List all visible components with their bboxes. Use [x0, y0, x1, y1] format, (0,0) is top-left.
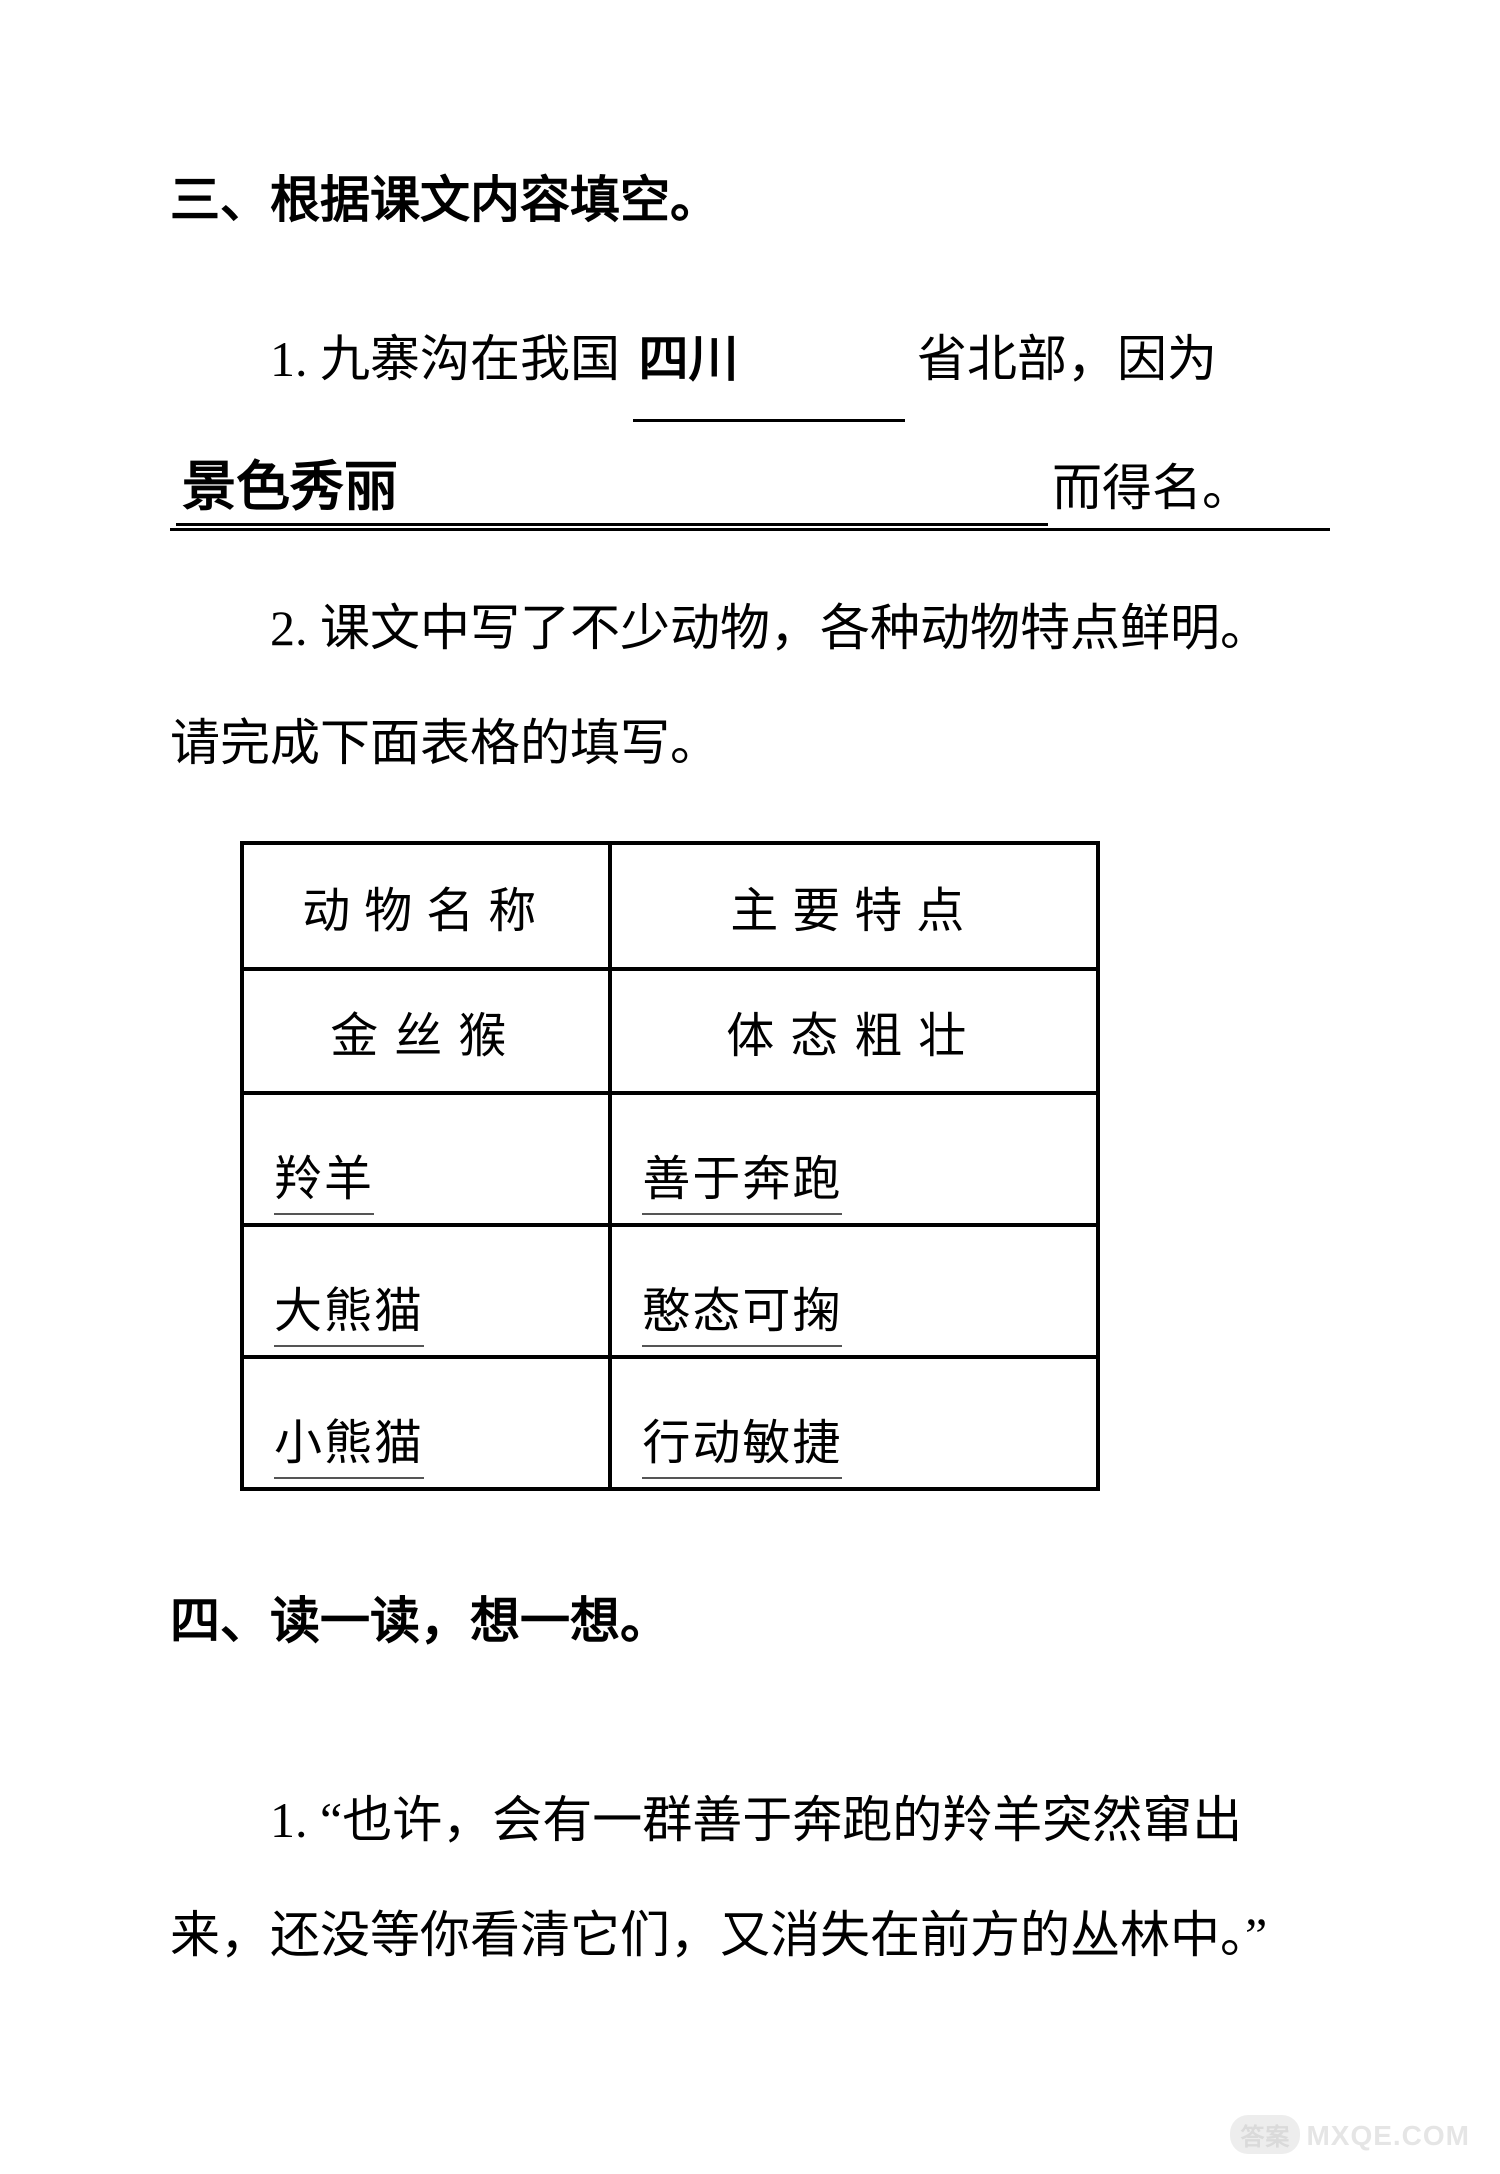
- q3-1-suffix: 而得名。: [1052, 448, 1252, 520]
- table-row: 小熊猫 行动敏捷: [242, 1357, 1098, 1489]
- q3-2-line2: 请完成下面表格的填写。: [170, 686, 1330, 801]
- section-3-heading: 三、根据课文内容填空。: [170, 160, 1330, 232]
- cell-feat-2[interactable]: 憨态可掬: [642, 1271, 842, 1347]
- watermark: 答案MXQE.COM: [1230, 2115, 1470, 2154]
- cell-name-3[interactable]: 小熊猫: [274, 1403, 424, 1479]
- q3-1-blank-reason[interactable]: 景色秀丽: [176, 442, 1048, 526]
- cell-feat-1[interactable]: 善于奔跑: [642, 1139, 842, 1215]
- q3-1-prefix: 1. 九寨沟在我国: [270, 331, 620, 387]
- section-4-heading: 四、读一读，想一想。: [170, 1581, 1330, 1653]
- q4-1-line2: 来，还没等你看清它们，又消失在前方的丛林中。”: [170, 1878, 1330, 1993]
- cell-feat-0: 体态粗壮: [642, 996, 1066, 1066]
- q3-1-mid: 省北部，因为: [917, 331, 1217, 387]
- q3-2-line1: 2. 课文中写了不少动物，各种动物特点鲜明。: [270, 571, 1330, 686]
- table-header-name: 动物名称: [242, 843, 610, 969]
- cell-name-2[interactable]: 大熊猫: [274, 1271, 424, 1347]
- table-header-feat: 主要特点: [610, 843, 1098, 969]
- table-row: 大熊猫 憨态可掬: [242, 1225, 1098, 1357]
- cell-name-1[interactable]: 羚羊: [274, 1139, 374, 1215]
- table-header-row: 动物名称 主要特点: [242, 843, 1098, 969]
- q3-1-blank-province[interactable]: 四川: [633, 302, 905, 422]
- q4-1-line1: 1. “也许，会有一群善于奔跑的羚羊突然窜出: [270, 1763, 1330, 1878]
- watermark-en: MXQE.COM: [1306, 2120, 1470, 2151]
- cell-name-0: 金丝猴: [274, 996, 578, 1066]
- table-row: 金丝猴 体态粗壮: [242, 969, 1098, 1093]
- q3-1-line1: 1. 九寨沟在我国 四川 省北部，因为: [270, 302, 1330, 422]
- worksheet-page: 三、根据课文内容填空。 1. 九寨沟在我国 四川 省北部，因为 景色秀丽 而得名…: [0, 0, 1500, 2174]
- animal-table: 动物名称 主要特点 金丝猴 体态粗壮 羚羊 善于奔跑 大熊猫 憨态可掬 小熊猫 …: [240, 841, 1100, 1491]
- cell-feat-3[interactable]: 行动敏捷: [642, 1403, 842, 1479]
- table-row: 羚羊 善于奔跑: [242, 1093, 1098, 1225]
- watermark-cn: 答案: [1230, 2115, 1300, 2154]
